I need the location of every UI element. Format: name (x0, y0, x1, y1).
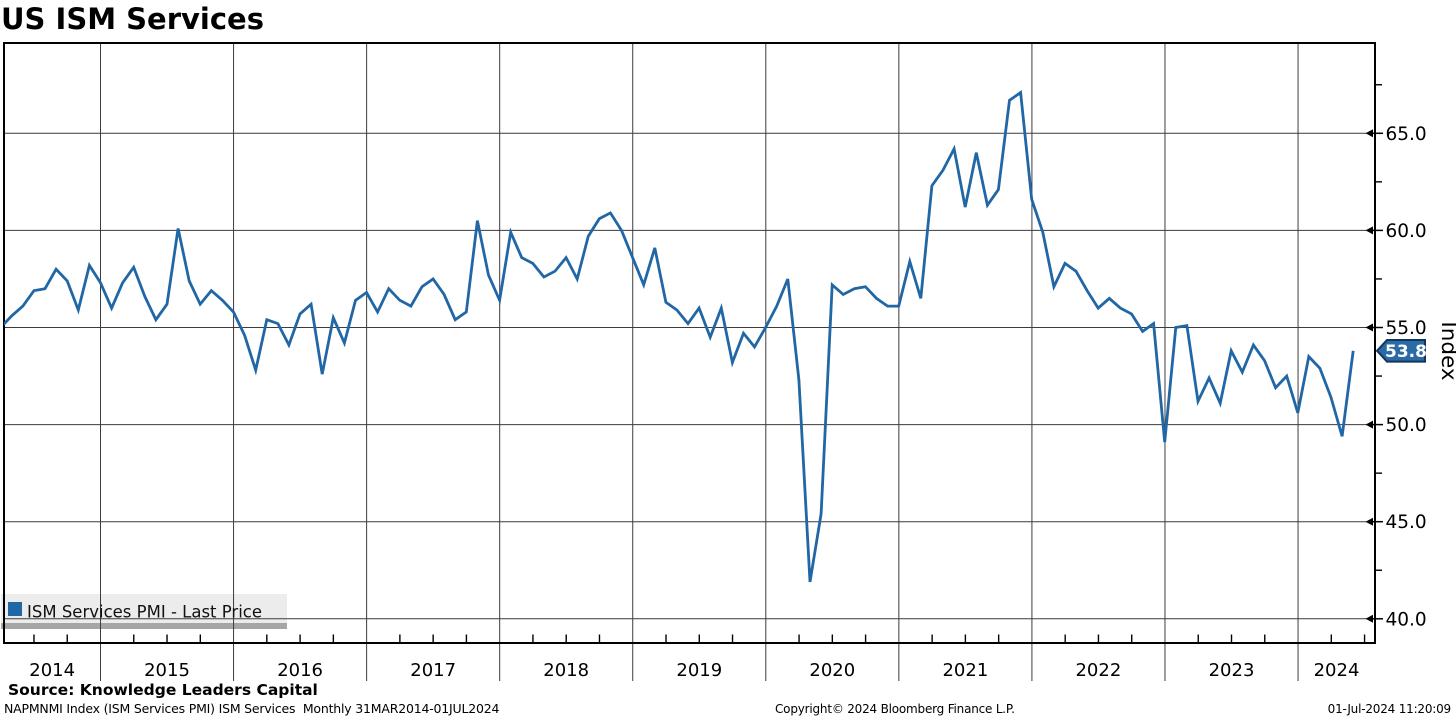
y-tick-label: 55.0 (1386, 318, 1427, 339)
year-label: 2021 (942, 660, 988, 681)
y-tick-label: 60.0 (1386, 221, 1427, 242)
plot-border (3, 42, 1376, 644)
y-tick-label: 50.0 (1386, 415, 1427, 436)
pmi-line-series (4, 89, 1355, 583)
year-label: 2018 (543, 660, 589, 681)
year-label: 2019 (676, 660, 722, 681)
legend-background (1, 594, 287, 629)
y-tick-label: 40.0 (1386, 609, 1427, 630)
y-tick-label: 45.0 (1386, 512, 1427, 533)
price-flag-icon (1375, 339, 1426, 363)
year-label: 2014 (29, 660, 75, 681)
legend-series-label: ISM Services PMI - Last Price (27, 603, 262, 622)
year-label: 2022 (1075, 660, 1121, 681)
legend: ISM Services PMI - Last Price (8, 602, 262, 622)
footer-security-info: NAPMNMI Index (ISM Services PMI) ISM Ser… (4, 701, 500, 716)
y-axis-labels: 65.0 60.0 55.0 50.0 45.0 40.0 (1386, 124, 1427, 630)
x-axis-labels: 2014 2015 2016 2017 2018 2019 2020 2021 … (29, 660, 1359, 681)
year-label: 2020 (809, 660, 855, 681)
year-label: 2015 (144, 660, 190, 681)
footer-timestamp: 01-Jul-2024 11:20:09 (1327, 702, 1452, 716)
y-tick-label: 65.0 (1386, 124, 1427, 145)
last-price-value: 53.8 (1385, 342, 1427, 362)
footer-copyright: Copyright© 2024 Bloomberg Finance L.P. (775, 702, 1015, 716)
last-price-badge: 53.8 (1375, 339, 1427, 363)
year-label: 2023 (1209, 660, 1255, 681)
year-label: 2024 (1314, 660, 1360, 681)
y-axis-title: Index (1436, 321, 1456, 380)
legend-swatch-icon (8, 602, 22, 616)
page-title: US ISM Services (1, 2, 264, 36)
grid-lines (4, 43, 1383, 681)
footer-source: Source: Knowledge Leaders Capital (8, 681, 318, 699)
year-label: 2016 (277, 660, 323, 681)
year-label: 2017 (410, 660, 456, 681)
